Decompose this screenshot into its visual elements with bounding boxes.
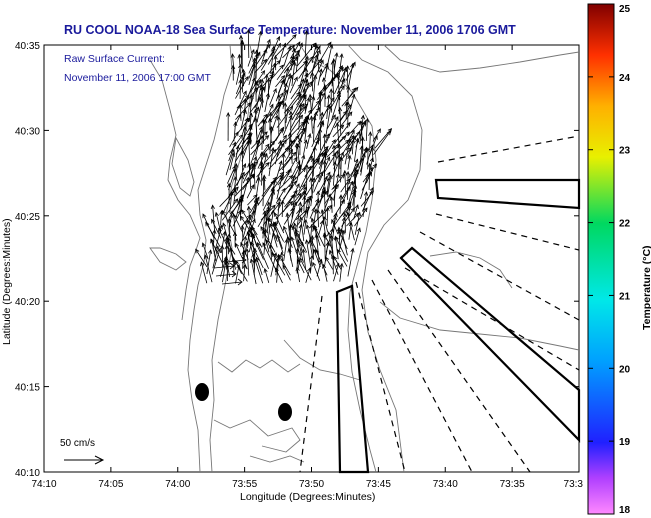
bathymetry-contours [149,44,580,473]
colorbar-tick-label: 20 [619,364,631,375]
colorbar-tick-label: 19 [619,437,631,448]
colorbar-tick-label: 22 [619,219,631,230]
y-tick-label: 40:10 [15,468,40,479]
channel-markers [299,135,581,474]
map-title: RU COOL NOAA-18 Sea Surface Temperature:… [64,23,516,37]
station-marker [195,383,209,401]
scale-label: 50 cm/s [60,438,95,449]
colorbar-tick-label: 23 [619,146,631,157]
colorbar-ticks: 25 24 23 22 21 20 19 18 [588,3,631,516]
x-tick-label: 73:55 [232,479,257,490]
y-tick-label: 40:20 [15,297,40,308]
surface-current-vectors [195,29,393,286]
colorbar-tick-label: 24 [619,73,631,84]
colorbar-tick-label: 25 [619,4,631,15]
x-tick-label: 74:05 [98,479,123,490]
x-tick-label: 74:10 [31,479,56,490]
y-tick-label: 40:30 [15,126,40,137]
colorbar-tick-label: 18 [619,505,631,516]
x-tick-label: 73:45 [366,479,391,490]
x-tick-label: 73:50 [299,479,324,490]
y-axis-ticks: 40:35 40:30 40:25 40:20 40:15 40:10 [15,41,579,479]
x-axis-ticks: 74:10 74:05 74:00 73:55 73:50 73:45 73:40 73:35… [31,45,583,490]
colorbar-tick-label: 21 [619,291,631,302]
y-tick-label: 40:15 [15,383,40,394]
x-tick-label: 73:3 [564,479,584,490]
y-tick-label: 40:35 [15,41,40,52]
x-tick-label: 74:00 [165,479,190,490]
scale-arrow-icon [64,455,105,465]
x-tick-label: 73:35 [500,479,525,490]
x-axis-label: Longitude (Degrees:Minutes) [240,491,375,503]
colorbar-label: Temperature (°C) [641,245,651,330]
y-axis-label: Latitude (Degrees:Minutes) [1,218,13,345]
current-label: Raw Surface Current: [64,53,165,65]
colorbar [587,3,615,515]
x-tick-label: 73:40 [433,479,458,490]
y-tick-label: 40:25 [15,212,40,223]
station-marker [278,403,292,421]
current-time: November 11, 2006 17:00 GMT [64,72,211,84]
